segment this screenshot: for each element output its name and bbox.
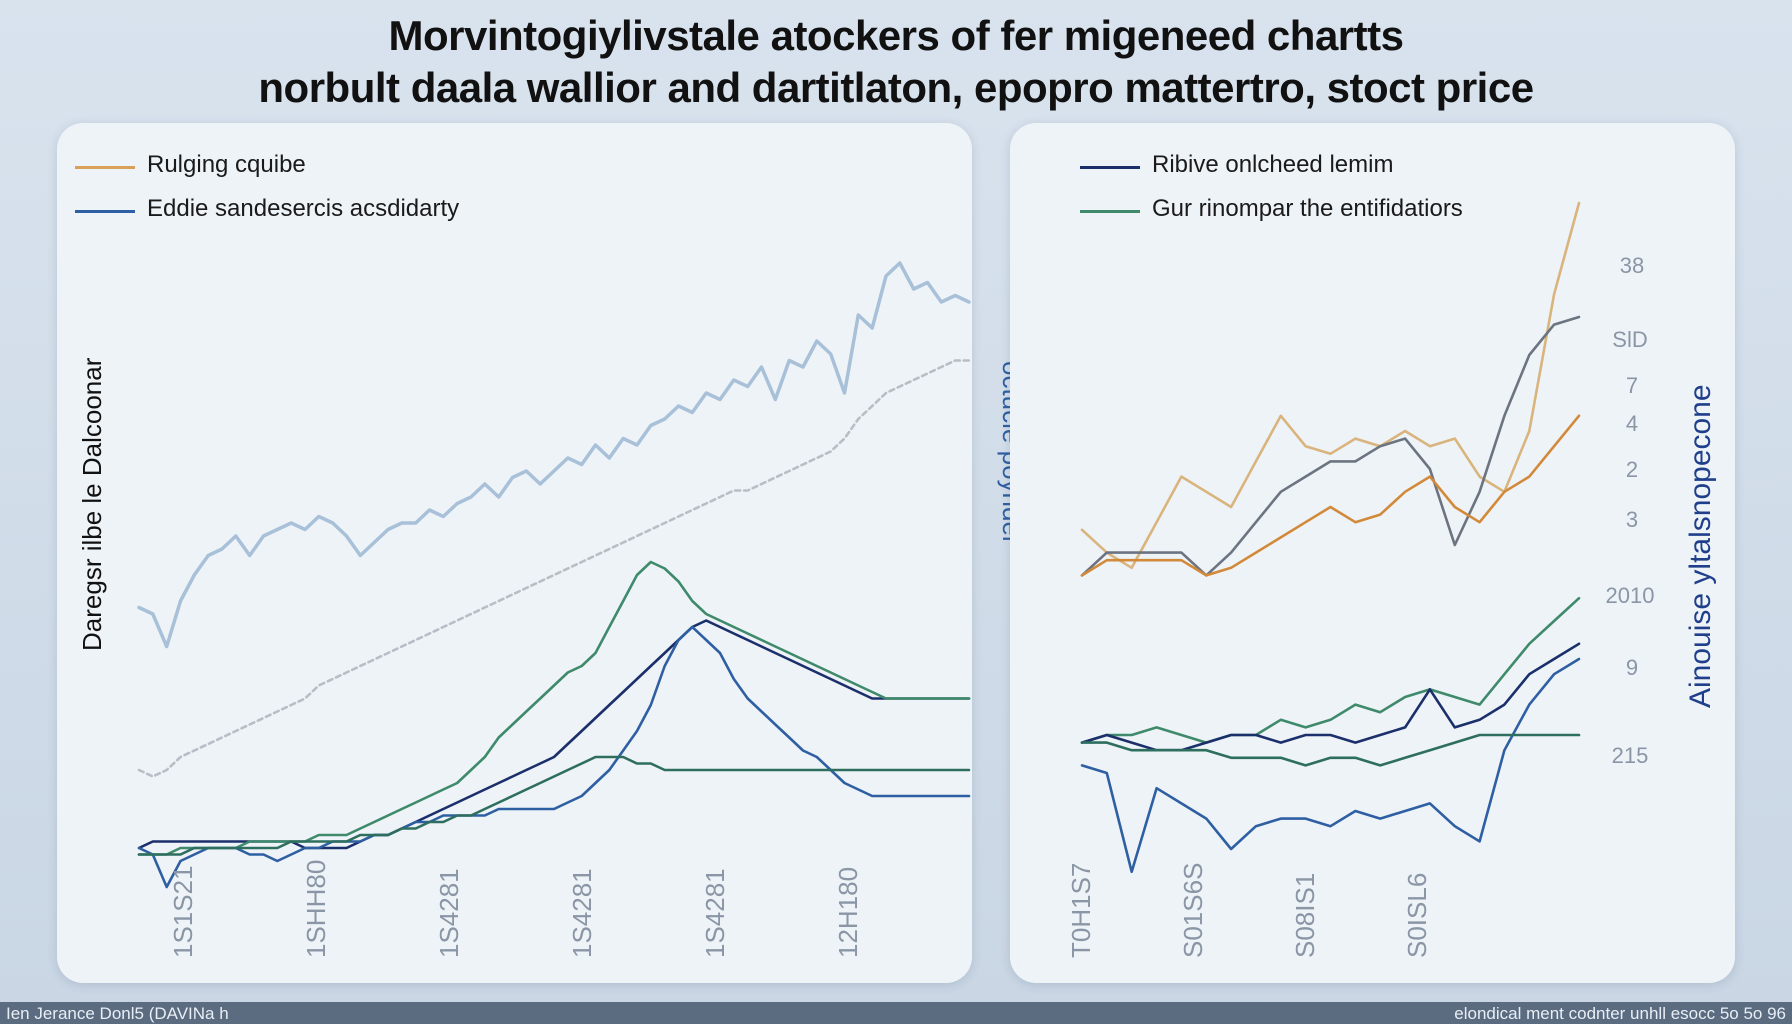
series-line-0 [137,261,971,649]
x-tick-label: S08IS1 [1290,873,1320,958]
legend-swatch-green [1080,210,1140,213]
footer-bar: Ien Jerance Donl5 (DAVINa h elondical me… [0,1002,1792,1024]
legend-label: Gur rinompar the entifidatiors [1152,195,1463,222]
x-tick-label: 1S1S21 [168,865,198,958]
legend-label: Ribive onlcheed lemim [1152,151,1394,178]
legend-swatch-blue [75,210,135,213]
left-line-chart: 1S1S21 1SHH80 1S4281 1S4281 1S4281 12H180 [137,261,971,958]
x-tick-label: S0ISL6 [1402,873,1432,958]
y-tick-label: 2 [1626,457,1638,482]
right-chart-panel: Ribive onlcheed lemim Gur rinompar the e… [1010,123,1735,983]
y-tick-label: 3 [1626,507,1638,532]
left-chart-panel: Rulging cquibe Eddie sandesercis acsdida… [57,123,1027,983]
legend-swatch-orange [75,166,135,169]
series-line-1 [1080,315,1581,577]
series-line-5 [137,755,971,856]
series-line-5 [1080,657,1581,874]
x-tick-label: 1SHH80 [301,860,331,958]
title-line-1: Morvintogiylivstale atockers of fer mige… [388,12,1404,59]
y-tick-label: SlD [1612,327,1647,352]
y-tick-label: 7 [1626,373,1638,398]
x-tick-label: S01S6S [1178,863,1208,958]
footer-left-text: Ien Jerance Donl5 (DAVINa h [6,1004,229,1023]
chart-title: Morvintogiylivstale atockers of fer mige… [0,10,1792,114]
y-tick-label: 215 [1612,743,1649,768]
series-line-1 [137,359,971,778]
x-tick-label: 1S4281 [434,868,464,958]
y-tick-label: 2010 [1606,583,1655,608]
series-line-2 [137,619,971,850]
series-line-0 [1080,201,1581,570]
legend-label: Eddie sandesercis acsdidarty [147,195,460,222]
x-tick-label: 1S4281 [567,868,597,958]
x-tick-label: T0H1S7 [1066,863,1096,958]
series-line-2 [1080,414,1581,577]
y-tick-label: 38 [1620,253,1644,278]
legend-swatch-navy [1080,166,1140,169]
series-line-3 [1080,596,1581,744]
right-line-chart: T0H1S7 S01S6S S08IS1 S0ISL6 38 SlD 7 4 2 3 2010 9 21… [1066,201,1655,958]
title-line-2: norbult daala wallior and dartitlaton, e… [258,64,1534,111]
legend-label: Rulging cquibe [147,151,306,178]
x-tick-label: 1S4281 [700,868,730,958]
x-tick-label: 12H180 [833,867,863,958]
y-tick-label: 4 [1626,411,1638,436]
footer-right-text: elondical ment codnter unhll esocc 5o 5o… [1454,1004,1786,1023]
series-line-4 [137,560,971,856]
y-tick-label: 9 [1626,655,1638,680]
series-line-6 [1080,733,1581,767]
